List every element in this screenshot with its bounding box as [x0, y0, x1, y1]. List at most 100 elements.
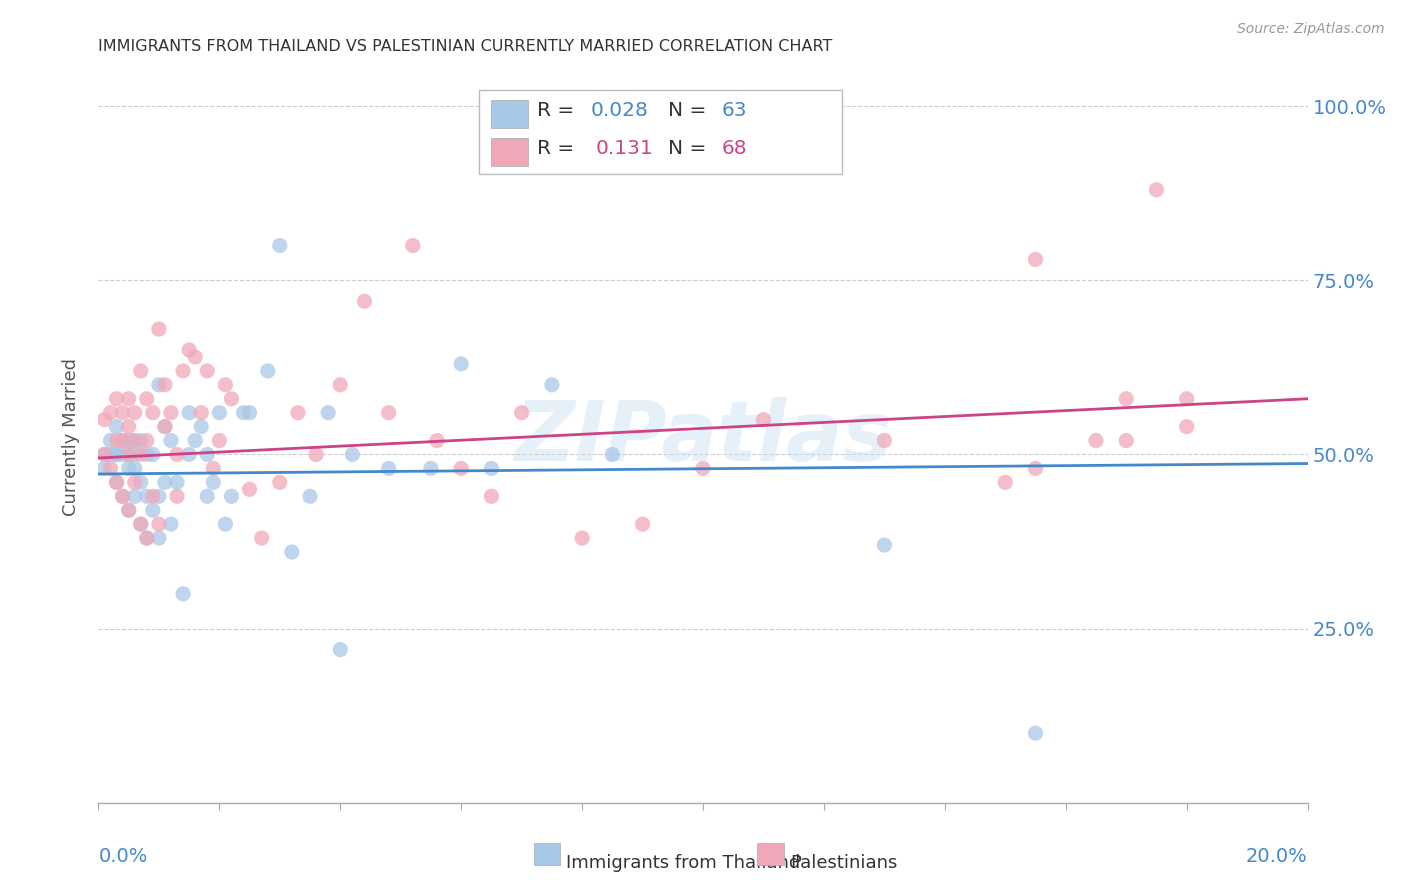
Text: N =: N =: [668, 138, 713, 158]
Point: [316, 406, 339, 420]
Point: [299, 489, 322, 503]
Point: [111, 434, 134, 448]
Point: [124, 489, 146, 503]
Point: [202, 475, 225, 490]
Point: [135, 392, 157, 406]
Point: [111, 489, 134, 503]
Point: [450, 357, 472, 371]
Point: [342, 448, 364, 462]
Point: [124, 448, 146, 462]
Point: [221, 392, 243, 406]
Point: [329, 642, 352, 657]
Point: [179, 343, 201, 357]
Point: [1175, 392, 1198, 406]
Point: [208, 406, 231, 420]
Bar: [534, 843, 561, 865]
Point: [250, 531, 273, 545]
Point: [571, 531, 593, 545]
Point: [124, 406, 146, 420]
Point: [287, 406, 309, 420]
Point: [1024, 726, 1046, 740]
Point: [631, 517, 654, 532]
Point: [118, 448, 141, 462]
Point: [153, 419, 176, 434]
Point: [450, 461, 472, 475]
Point: [510, 406, 533, 420]
Point: [873, 538, 896, 552]
Text: ZIPatlas: ZIPatlas: [515, 397, 891, 477]
Point: [752, 412, 775, 426]
Text: 68: 68: [721, 138, 747, 158]
Text: R =: R =: [537, 101, 581, 120]
Point: [190, 406, 212, 420]
Point: [540, 377, 562, 392]
Text: 20.0%: 20.0%: [1246, 847, 1308, 866]
Point: [269, 238, 291, 252]
Text: Immigrants from Thailand: Immigrants from Thailand: [567, 854, 800, 872]
Text: 0.0%: 0.0%: [98, 847, 148, 866]
Point: [118, 392, 141, 406]
Point: [377, 461, 399, 475]
Point: [377, 406, 399, 420]
Point: [135, 448, 157, 462]
Point: [118, 434, 141, 448]
Point: [93, 448, 115, 462]
Text: R =: R =: [537, 138, 588, 158]
Text: IMMIGRANTS FROM THAILAND VS PALESTINIAN CURRENTLY MARRIED CORRELATION CHART: IMMIGRANTS FROM THAILAND VS PALESTINIAN …: [98, 38, 832, 54]
Point: [93, 412, 115, 426]
Point: [105, 448, 128, 462]
Point: [281, 545, 304, 559]
Point: [329, 377, 352, 392]
Point: [184, 434, 207, 448]
Point: [1024, 461, 1046, 475]
Point: [602, 448, 624, 462]
Point: [105, 448, 128, 462]
Point: [1085, 434, 1108, 448]
Point: [129, 517, 152, 532]
Point: [221, 489, 243, 503]
Point: [135, 531, 157, 545]
Point: [481, 489, 503, 503]
Point: [105, 434, 128, 448]
Point: [166, 448, 188, 462]
Point: [179, 406, 201, 420]
Point: [1115, 434, 1137, 448]
Point: [111, 406, 134, 420]
Point: [481, 461, 503, 475]
Point: [172, 364, 194, 378]
Point: [172, 587, 194, 601]
Point: [100, 448, 122, 462]
Point: [124, 434, 146, 448]
Point: [142, 489, 165, 503]
Text: 0.028: 0.028: [591, 101, 648, 120]
Bar: [492, 100, 527, 128]
Point: [124, 434, 146, 448]
Point: [1115, 392, 1137, 406]
Point: [214, 517, 236, 532]
Point: [420, 461, 443, 475]
Text: N =: N =: [668, 101, 713, 120]
Point: [105, 392, 128, 406]
Point: [1024, 252, 1046, 267]
Point: [148, 531, 170, 545]
Point: [129, 517, 152, 532]
Point: [118, 419, 141, 434]
Point: [100, 461, 122, 475]
Point: [232, 406, 254, 420]
Point: [160, 406, 183, 420]
Point: [93, 448, 115, 462]
Bar: [492, 137, 527, 166]
Point: [118, 461, 141, 475]
Point: [105, 419, 128, 434]
Point: [135, 434, 157, 448]
Point: [148, 489, 170, 503]
Point: [129, 364, 152, 378]
Point: [118, 503, 141, 517]
Point: [214, 377, 236, 392]
Point: [111, 448, 134, 462]
Point: [135, 531, 157, 545]
Point: [190, 419, 212, 434]
Point: [129, 434, 152, 448]
Bar: [758, 843, 785, 865]
Point: [353, 294, 375, 309]
